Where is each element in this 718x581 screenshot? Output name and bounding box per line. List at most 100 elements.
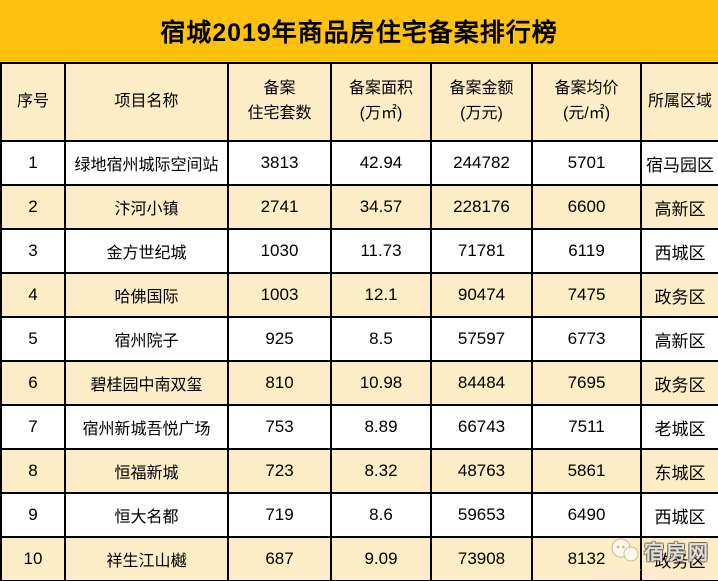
cell-rank: 10 — [0, 536, 66, 581]
cell-rank: 1 — [0, 140, 66, 186]
cell-area: 34.57 — [330, 184, 432, 230]
cell-price: 6119 — [531, 228, 642, 274]
cell-price: 5861 — [531, 448, 642, 494]
col-header-district: 所属区域 — [640, 62, 718, 142]
cell-project-name: 宿州新城吾悦广场 — [64, 404, 229, 450]
cell-project-name: 金方世纪城 — [64, 228, 229, 274]
cell-project-name: 碧桂园中南双玺 — [64, 360, 229, 406]
cell-area: 12.1 — [330, 272, 432, 318]
cell-district: 西城区 — [640, 492, 718, 538]
cell-area: 11.73 — [330, 228, 432, 274]
cell-rank: 4 — [0, 272, 66, 318]
cell-district: 政务区 — [640, 536, 718, 581]
header-label: 项目名称 — [114, 92, 179, 110]
cell-amount: 66743 — [430, 404, 533, 450]
header-label: 备案 — [263, 80, 296, 98]
cell-units: 687 — [227, 536, 332, 581]
col-header-registered-area: 备案面积 (万㎡) — [330, 62, 432, 142]
cell-amount: 48763 — [430, 448, 533, 494]
cell-units: 810 — [227, 360, 332, 406]
cell-price: 7475 — [531, 272, 642, 318]
cell-price: 7511 — [531, 404, 642, 450]
cell-district: 东城区 — [640, 448, 718, 494]
cell-area: 9.09 — [330, 536, 432, 581]
cell-project-name: 宿州院子 — [64, 316, 229, 362]
cell-price: 6773 — [531, 316, 642, 362]
cell-district: 高新区 — [640, 184, 718, 230]
table-row: 2 汴河小镇 2741 34.57 228176 6600 高新区 — [0, 184, 718, 230]
cell-area: 10.98 — [330, 360, 432, 406]
cell-project-name: 哈佛国际 — [64, 272, 229, 318]
cell-rank: 3 — [0, 228, 66, 274]
cell-price: 7695 — [531, 360, 642, 406]
header-sublabel: (万元) — [460, 105, 503, 122]
cell-area: 8.89 — [330, 404, 432, 450]
cell-area: 8.6 — [330, 492, 432, 538]
cell-amount: 71781 — [430, 228, 533, 274]
col-header-project-name: 项目名称 — [64, 62, 229, 142]
table-row: 5 宿州院子 925 8.5 57597 6773 高新区 — [0, 316, 718, 362]
cell-units: 3813 — [227, 140, 332, 186]
cell-price: 6600 — [531, 184, 642, 230]
cell-district: 宿马园区 — [640, 140, 718, 186]
cell-units: 2741 — [227, 184, 332, 230]
col-header-rank: 序号 — [0, 62, 66, 142]
cell-amount: 57597 — [430, 316, 533, 362]
header-label: 备案面积 — [348, 80, 413, 98]
cell-district: 高新区 — [640, 316, 718, 362]
cell-rank: 9 — [0, 492, 66, 538]
cell-price: 6490 — [531, 492, 642, 538]
page-title: 宿城2019年商品房住宅备案排行榜 — [160, 19, 558, 47]
header-sublabel: (元/㎡) — [562, 105, 611, 122]
cell-project-name: 恒福新城 — [64, 448, 229, 494]
cell-amount: 59653 — [430, 492, 533, 538]
cell-district: 政务区 — [640, 360, 718, 406]
table-row: 1 绿地宿州城际空间站 3813 42.94 244782 5701 宿马园区 — [0, 140, 718, 186]
cell-district: 西城区 — [640, 228, 718, 274]
cell-district: 政务区 — [640, 272, 718, 318]
cell-price: 8132 — [531, 536, 642, 581]
cell-project-name: 绿地宿州城际空间站 — [64, 140, 229, 186]
header-sublabel: 住宅套数 — [247, 105, 312, 122]
header-label: 序号 — [16, 92, 49, 110]
col-header-registered-units: 备案 住宅套数 — [227, 62, 332, 142]
cell-area: 8.32 — [330, 448, 432, 494]
cell-amount: 84484 — [430, 360, 533, 406]
cell-units: 723 — [227, 448, 332, 494]
col-header-registered-amount: 备案金额 (万元) — [430, 62, 533, 142]
cell-rank: 7 — [0, 404, 66, 450]
cell-units: 1003 — [227, 272, 332, 318]
cell-units: 753 — [227, 404, 332, 450]
table-row: 8 恒福新城 723 8.32 48763 5861 东城区 — [0, 448, 718, 494]
cell-area: 42.94 — [330, 140, 432, 186]
table-row: 10 祥生江山樾 687 9.09 73908 8132 政务区 — [0, 536, 718, 581]
cell-project-name: 祥生江山樾 — [64, 536, 229, 581]
cell-units: 1030 — [227, 228, 332, 274]
cell-project-name: 恒大名都 — [64, 492, 229, 538]
cell-amount: 244782 — [430, 140, 533, 186]
cell-units: 719 — [227, 492, 332, 538]
header-sublabel: (万㎡) — [359, 105, 403, 122]
ranking-table: 序号 项目名称 备案 住宅套数 备案面积 (万㎡) 备案金额 (万元) — [0, 62, 718, 581]
cell-district: 老城区 — [640, 404, 718, 450]
cell-units: 925 — [227, 316, 332, 362]
header-row: 序号 项目名称 备案 住宅套数 备案面积 (万㎡) 备案金额 (万元) — [0, 62, 718, 142]
cell-area: 8.5 — [330, 316, 432, 362]
cell-rank: 6 — [0, 360, 66, 406]
table-row: 7 宿州新城吾悦广场 753 8.89 66743 7511 老城区 — [0, 404, 718, 450]
table-row: 3 金方世纪城 1030 11.73 71781 6119 西城区 — [0, 228, 718, 274]
header-label: 所属区域 — [647, 92, 712, 110]
cell-rank: 8 — [0, 448, 66, 494]
cell-amount: 73908 — [430, 536, 533, 581]
cell-amount: 90474 — [430, 272, 533, 318]
cell-price: 5701 — [531, 140, 642, 186]
table-row: 9 恒大名都 719 8.6 59653 6490 西城区 — [0, 492, 718, 538]
table-row: 6 碧桂园中南双玺 810 10.98 84484 7695 政务区 — [0, 360, 718, 406]
title-bar: 宿城2019年商品房住宅备案排行榜 — [0, 0, 718, 62]
cell-amount: 228176 — [430, 184, 533, 230]
table-row: 4 哈佛国际 1003 12.1 90474 7475 政务区 — [0, 272, 718, 318]
cell-rank: 2 — [0, 184, 66, 230]
cell-rank: 5 — [0, 316, 66, 362]
col-header-average-price: 备案均价 (元/㎡) — [531, 62, 642, 142]
